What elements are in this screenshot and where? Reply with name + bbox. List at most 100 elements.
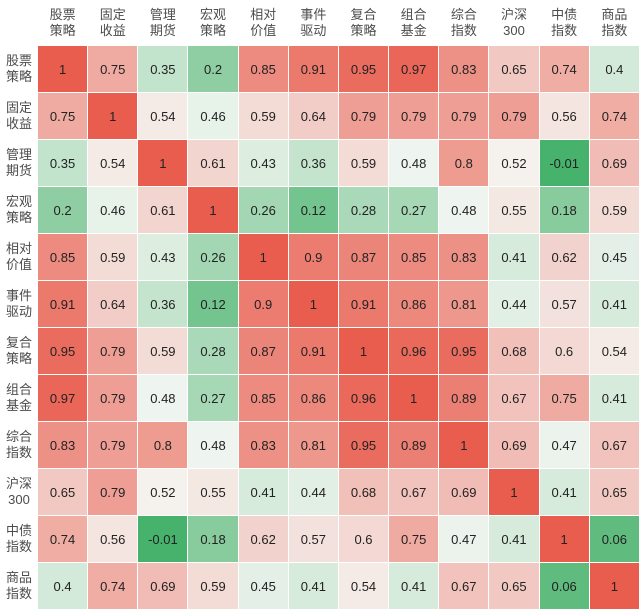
row-header: 综合指数	[1, 422, 37, 468]
heatmap-cell: 0.36	[138, 281, 187, 327]
heatmap-cell: 0.75	[88, 46, 137, 92]
heatmap-cell: 0.9	[239, 281, 288, 327]
heatmap-cell: 0.27	[389, 187, 438, 233]
table-row: 相对价值0.850.590.430.2610.90.870.850.830.41…	[1, 234, 639, 280]
heatmap-cell: 0.52	[138, 469, 187, 515]
heatmap-cell: 0.59	[590, 187, 639, 233]
heatmap-cell: 0.67	[389, 469, 438, 515]
row-header: 宏观策略	[1, 187, 37, 233]
heatmap-cell: 1	[188, 187, 237, 233]
heatmap-cell: 0.2	[38, 187, 87, 233]
row-header: 股票策略	[1, 46, 37, 92]
heatmap-cell: 0.86	[389, 281, 438, 327]
heatmap-cell: 0.54	[138, 93, 187, 139]
heatmap-cell: 0.47	[540, 422, 589, 468]
heatmap-cell: 0.65	[489, 563, 538, 609]
heatmap-corner	[1, 1, 37, 45]
heatmap-cell: 0.89	[389, 422, 438, 468]
heatmap-cell: 0.54	[590, 328, 639, 374]
heatmap-cell: 0.48	[389, 140, 438, 186]
col-header: 沪深300	[489, 1, 538, 45]
table-row: 沪深3000.650.790.520.550.410.440.680.670.6…	[1, 469, 639, 515]
heatmap-cell: 0.81	[439, 281, 488, 327]
heatmap-cell: 0.18	[540, 187, 589, 233]
heatmap-cell: 0.62	[239, 516, 288, 562]
heatmap-cell: 0.41	[389, 563, 438, 609]
heatmap-cell: 0.65	[590, 469, 639, 515]
heatmap-cell: 0.4	[590, 46, 639, 92]
heatmap-cell: 0.54	[88, 140, 137, 186]
heatmap-cell: 0.36	[289, 140, 338, 186]
heatmap-cell: 0.69	[590, 140, 639, 186]
heatmap-cell: 0.95	[38, 328, 87, 374]
heatmap-cell: 0.59	[88, 234, 137, 280]
heatmap-cell: 0.06	[540, 563, 589, 609]
row-header: 组合基金	[1, 375, 37, 421]
heatmap-cell: 1	[540, 516, 589, 562]
heatmap-cell: 0.41	[540, 469, 589, 515]
heatmap-cell: 0.67	[489, 375, 538, 421]
heatmap-cell: 0.79	[88, 469, 137, 515]
table-row: 宏观策略0.20.460.6110.260.120.280.270.480.55…	[1, 187, 639, 233]
heatmap-cell: 0.9	[289, 234, 338, 280]
row-header: 管理期货	[1, 140, 37, 186]
heatmap-cell: 0.57	[540, 281, 589, 327]
heatmap-cell: 0.2	[188, 46, 237, 92]
heatmap-cell: 0.48	[188, 422, 237, 468]
heatmap-cell: 0.97	[38, 375, 87, 421]
row-header: 沪深300	[1, 469, 37, 515]
heatmap-cell: 0.56	[88, 516, 137, 562]
heatmap-cell: 0.45	[590, 234, 639, 280]
heatmap-cell: 0.79	[389, 93, 438, 139]
heatmap-cell: 0.79	[88, 422, 137, 468]
heatmap-cell: 0.59	[188, 563, 237, 609]
heatmap-cell: 0.8	[439, 140, 488, 186]
row-header: 事件驱动	[1, 281, 37, 327]
heatmap-cell: 0.75	[389, 516, 438, 562]
heatmap-cell: 0.48	[439, 187, 488, 233]
heatmap-cell: 0.83	[239, 422, 288, 468]
heatmap-col-headers: 股票策略固定收益管理期货宏观策略相对价值事件驱动复合策略组合基金综合指数沪深30…	[1, 1, 639, 45]
heatmap-cell: 0.67	[439, 563, 488, 609]
heatmap-cell: 0.79	[489, 93, 538, 139]
heatmap-cell: 0.95	[339, 422, 388, 468]
heatmap-cell: 0.91	[289, 328, 338, 374]
heatmap-cell: 0.79	[88, 375, 137, 421]
heatmap-cell: 0.85	[38, 234, 87, 280]
heatmap-cell: 0.65	[38, 469, 87, 515]
heatmap-cell: 0.41	[289, 563, 338, 609]
col-header: 商品指数	[590, 1, 639, 45]
row-header: 商品指数	[1, 563, 37, 609]
heatmap-cell: 0.06	[590, 516, 639, 562]
heatmap-cell: 0.52	[489, 140, 538, 186]
heatmap-cell: 0.69	[489, 422, 538, 468]
correlation-heatmap: 股票策略固定收益管理期货宏观策略相对价值事件驱动复合策略组合基金综合指数沪深30…	[0, 0, 640, 610]
heatmap-cell: 0.64	[289, 93, 338, 139]
heatmap-cell: 1	[239, 234, 288, 280]
col-header: 事件驱动	[289, 1, 338, 45]
heatmap-cell: -0.01	[138, 516, 187, 562]
heatmap-body: 股票策略10.750.350.20.850.910.950.970.830.65…	[1, 46, 639, 609]
heatmap-cell: 0.69	[138, 563, 187, 609]
heatmap-cell: 0.97	[389, 46, 438, 92]
heatmap-cell: 0.75	[38, 93, 87, 139]
heatmap-cell: 0.43	[239, 140, 288, 186]
heatmap-cell: 1	[289, 281, 338, 327]
heatmap-cell: 0.27	[188, 375, 237, 421]
heatmap-cell: 0.75	[540, 375, 589, 421]
heatmap-cell: 0.91	[289, 46, 338, 92]
heatmap-cell: 0.74	[38, 516, 87, 562]
heatmap-cell: 0.67	[590, 422, 639, 468]
row-header: 固定收益	[1, 93, 37, 139]
heatmap-cell: 0.85	[239, 375, 288, 421]
heatmap-cell: 0.83	[38, 422, 87, 468]
heatmap-cell: 0.55	[489, 187, 538, 233]
heatmap-cell: 0.79	[88, 328, 137, 374]
heatmap-cell: 0.59	[138, 328, 187, 374]
heatmap-cell: 0.86	[289, 375, 338, 421]
heatmap-cell: 0.55	[188, 469, 237, 515]
heatmap-cell: 0.96	[389, 328, 438, 374]
heatmap-cell: 0.8	[138, 422, 187, 468]
heatmap-cell: 0.61	[188, 140, 237, 186]
table-row: 事件驱动0.910.640.360.120.910.910.860.810.44…	[1, 281, 639, 327]
